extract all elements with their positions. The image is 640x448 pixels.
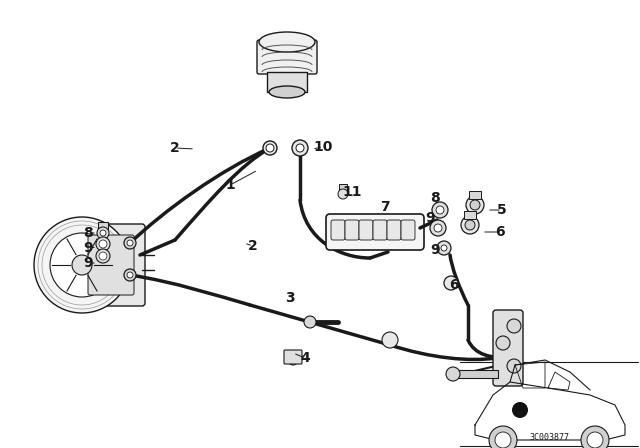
Circle shape <box>446 367 460 381</box>
Text: 2: 2 <box>170 141 180 155</box>
Text: 9: 9 <box>83 241 93 255</box>
Circle shape <box>465 220 475 230</box>
Text: 8: 8 <box>430 191 440 205</box>
FancyBboxPatch shape <box>257 40 317 74</box>
Bar <box>98 222 108 229</box>
Bar <box>339 184 347 190</box>
Circle shape <box>444 276 458 290</box>
Text: 10: 10 <box>314 140 333 154</box>
Circle shape <box>382 332 398 348</box>
Text: 6: 6 <box>495 225 505 239</box>
Circle shape <box>432 202 448 218</box>
FancyBboxPatch shape <box>284 350 302 364</box>
FancyBboxPatch shape <box>345 220 359 240</box>
Text: 2: 2 <box>248 239 258 253</box>
Circle shape <box>124 237 136 249</box>
Circle shape <box>124 269 136 281</box>
Circle shape <box>99 240 107 248</box>
Bar <box>267 72 307 92</box>
Circle shape <box>495 432 511 448</box>
Text: 11: 11 <box>342 185 362 199</box>
Circle shape <box>466 196 484 214</box>
Circle shape <box>441 245 447 251</box>
Bar <box>469 191 481 199</box>
FancyBboxPatch shape <box>373 220 387 240</box>
Circle shape <box>470 200 480 210</box>
Circle shape <box>461 216 479 234</box>
Circle shape <box>512 402 528 418</box>
Circle shape <box>338 189 348 199</box>
Circle shape <box>127 240 133 246</box>
Circle shape <box>34 217 130 313</box>
Circle shape <box>100 230 106 236</box>
Circle shape <box>50 233 114 297</box>
Circle shape <box>489 426 517 448</box>
FancyBboxPatch shape <box>401 220 415 240</box>
FancyBboxPatch shape <box>359 220 373 240</box>
Ellipse shape <box>269 86 305 98</box>
Ellipse shape <box>259 32 315 52</box>
Text: 6: 6 <box>449 278 459 292</box>
Text: 3C003877: 3C003877 <box>529 433 569 442</box>
Text: 3: 3 <box>285 291 295 305</box>
Circle shape <box>96 237 110 251</box>
Text: 7: 7 <box>380 200 390 214</box>
Circle shape <box>288 355 298 365</box>
Text: 9: 9 <box>83 256 93 270</box>
Circle shape <box>96 249 110 263</box>
Circle shape <box>581 426 609 448</box>
Circle shape <box>296 144 304 152</box>
Circle shape <box>99 252 107 260</box>
Circle shape <box>436 206 444 214</box>
Circle shape <box>127 272 133 278</box>
Circle shape <box>430 220 446 236</box>
Circle shape <box>304 316 316 328</box>
FancyBboxPatch shape <box>88 235 134 295</box>
Bar <box>464 211 476 219</box>
Circle shape <box>507 319 521 333</box>
Circle shape <box>587 432 603 448</box>
Circle shape <box>434 224 442 232</box>
Text: 9: 9 <box>425 211 435 225</box>
Circle shape <box>263 141 277 155</box>
Circle shape <box>507 359 521 373</box>
Circle shape <box>72 255 92 275</box>
Circle shape <box>496 336 510 350</box>
FancyBboxPatch shape <box>326 214 424 250</box>
FancyBboxPatch shape <box>493 310 523 386</box>
Text: 9: 9 <box>430 243 440 257</box>
Circle shape <box>97 227 109 239</box>
Text: 4: 4 <box>300 351 310 365</box>
Bar <box>453 370 498 378</box>
Text: 8: 8 <box>83 226 93 240</box>
FancyBboxPatch shape <box>84 224 145 306</box>
Circle shape <box>292 140 308 156</box>
Text: 5: 5 <box>497 203 507 217</box>
Circle shape <box>437 241 451 255</box>
FancyBboxPatch shape <box>331 220 345 240</box>
FancyBboxPatch shape <box>387 220 401 240</box>
Circle shape <box>266 144 274 152</box>
Text: 1: 1 <box>225 178 235 192</box>
